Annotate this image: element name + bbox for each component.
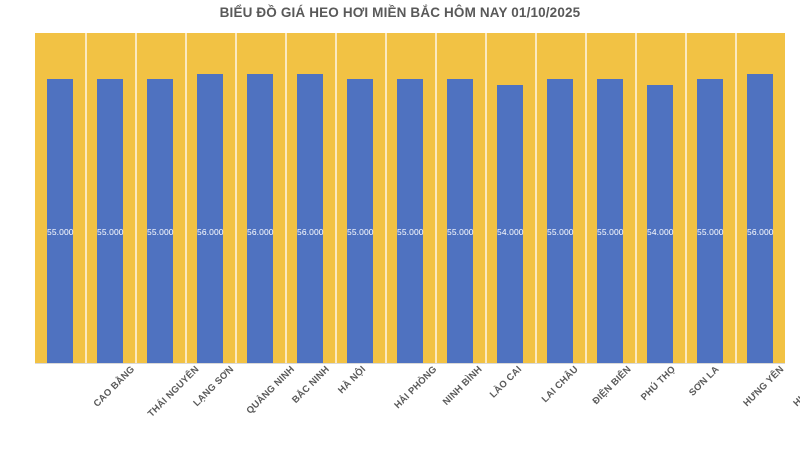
gridline	[235, 33, 237, 363]
bar[interactable]: 56.000	[247, 74, 274, 363]
x-axis-tick-label: QUẢNG NINH	[244, 364, 298, 417]
chart-title: BIỂU ĐỒ GIÁ HEO HƠI MIỀN BẮC HÔM NAY 01/…	[219, 5, 581, 20]
bar[interactable]: 56.000	[197, 74, 224, 363]
x-axis-tick-label: PHÚ THỌ	[638, 364, 678, 404]
bar-value-label: 55.000	[697, 227, 724, 237]
gridline	[285, 33, 287, 363]
bar-value-label: 55.000	[397, 227, 424, 237]
bar[interactable]: 55.000	[547, 79, 574, 363]
x-axis-line	[35, 363, 785, 364]
gridline	[135, 33, 137, 363]
gridline	[335, 33, 337, 363]
bar[interactable]: 55.000	[147, 79, 174, 363]
bar-value-label: 54.000	[497, 227, 524, 237]
bar[interactable]: 55.000	[697, 79, 724, 363]
gridline	[185, 33, 187, 363]
bar-value-label: 56.000	[247, 227, 274, 237]
x-axis-tick-label: LÀO CAI	[487, 364, 525, 401]
bar[interactable]: 56.000	[747, 74, 774, 363]
bar[interactable]: 54.000	[647, 84, 674, 363]
bar[interactable]: 54.000	[497, 84, 524, 363]
x-axis-tick-label: CAO BẰNG	[91, 364, 138, 410]
bar-value-label: 55.000	[597, 227, 624, 237]
x-axis-tick-label: NINH BÌNH	[440, 364, 485, 408]
x-axis-tick-label: HẢI PHÒNG	[392, 364, 440, 412]
gridline	[485, 33, 487, 363]
x-axis-tick-label: SƠN LA	[687, 364, 722, 399]
x-axis-tick-label: LAI CHÂU	[539, 364, 581, 406]
bar[interactable]: 55.000	[447, 79, 474, 363]
bar[interactable]: 55.000	[597, 79, 624, 363]
x-axis-tick-label: ĐIỆN BIÊN	[590, 364, 634, 408]
bar-value-label: 56.000	[197, 227, 224, 237]
bar[interactable]: 55.000	[47, 79, 74, 363]
x-axis-tick-label: HƯNG YÊN	[791, 364, 800, 409]
gridline	[635, 33, 637, 363]
gridline	[685, 33, 687, 363]
gridline	[435, 33, 437, 363]
bar-value-label: 55.000	[447, 227, 474, 237]
bar[interactable]: 55.000	[97, 79, 124, 363]
x-axis-tick-label: THÁI NGUYÊN	[145, 364, 202, 420]
bar[interactable]: 56.000	[297, 74, 324, 363]
bar-value-label: 55.000	[547, 227, 574, 237]
x-axis-tick-label: HÀ NỘI	[336, 364, 369, 397]
bar-value-label: 55.000	[347, 227, 374, 237]
gridline	[85, 33, 87, 363]
plot-area: 55.000 55.000 55.000 56.000 56.000 56.000 55.0…	[35, 33, 785, 363]
gridline	[535, 33, 537, 363]
bar[interactable]: 55.000	[347, 79, 374, 363]
x-axis-tick-labels: CAO BẰNG THÁI NGUYÊN LẠNG SƠN QUẢNG NINH BẮC…	[35, 364, 800, 455]
gridline	[735, 33, 737, 363]
bar[interactable]: 55.000	[397, 79, 424, 363]
bar-value-label: 55.000	[97, 227, 124, 237]
gridline	[385, 33, 387, 363]
bar-value-label: 55.000	[147, 227, 174, 237]
bar-value-label: 56.000	[297, 227, 324, 237]
bar-value-label: 55.000	[47, 227, 74, 237]
gridline	[585, 33, 587, 363]
x-axis-tick-label: HƯNG YÊN	[741, 364, 787, 409]
bar-value-label: 56.000	[747, 227, 774, 237]
bar-value-label: 54.000	[647, 227, 674, 237]
